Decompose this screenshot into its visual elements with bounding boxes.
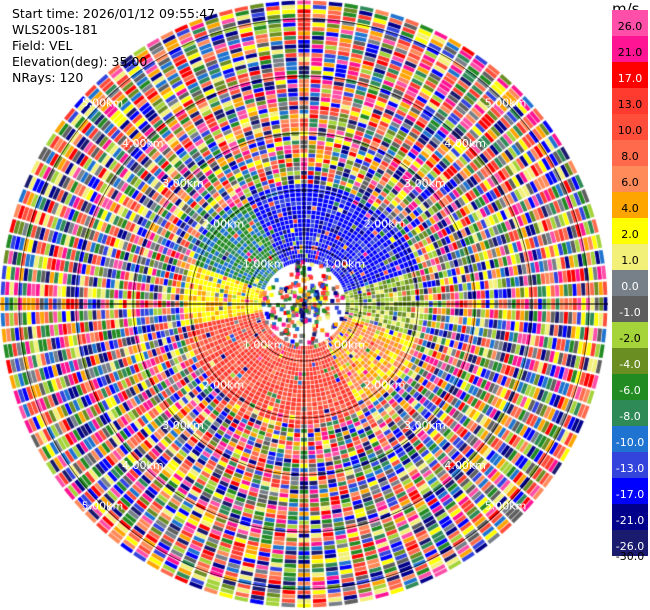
colorbar-segment: [612, 218, 648, 244]
range-ring: [246, 246, 362, 362]
nrays-text: NRays: 120: [12, 70, 84, 85]
colorbar-segment: [612, 36, 648, 62]
colorbar-segment: [612, 478, 648, 504]
colorbar-segment: [612, 88, 648, 114]
colorbar-tick-label: -13.0: [616, 462, 644, 475]
range-ring: [75, 75, 533, 533]
colorbar-tick-label: -17.0: [616, 488, 644, 501]
colorbar-segment: [612, 426, 648, 452]
colorbar-segment: [612, 62, 648, 88]
colorbar-tick-label: -10.0: [616, 436, 644, 449]
range-ring: [189, 189, 419, 419]
range-ring-label: 3.00km: [162, 177, 204, 190]
range-ring-label: 3.00km: [404, 419, 446, 432]
range-ring-label: 1.00km: [243, 338, 285, 351]
field-text: Field: VEL: [12, 38, 73, 53]
range-ring-label: 2.00km: [203, 379, 245, 392]
colorbar-segment: [612, 114, 648, 140]
colorbar-tick-label: 0.0: [621, 280, 639, 293]
colorbar-tick-label: -2.0: [619, 332, 640, 345]
colorbar-segment: [612, 270, 648, 296]
range-ring-label: 4.00km: [122, 459, 164, 472]
range-ring: [18, 18, 590, 590]
colorbar-tick-label: -30.0: [616, 550, 644, 563]
colorbar-tick-label: 6.0: [621, 176, 639, 189]
range-ring-label: 2.00km: [364, 379, 406, 392]
range-ring-label: 5.00km: [485, 500, 527, 513]
colorbar-segment: [612, 348, 648, 374]
colorbar-tick-label: 26.0: [618, 20, 643, 33]
colorbar-segment: [612, 452, 648, 478]
range-ring-label: 2.00km: [203, 217, 245, 230]
colorbar-segment: [612, 192, 648, 218]
colorbar-tick-label: 1.0: [621, 254, 639, 267]
colorbar-segment: [612, 140, 648, 166]
colorbar-segment: [612, 322, 648, 348]
range-ring-label: 5.00km: [82, 96, 124, 109]
range-ring-label: 4.00km: [444, 137, 486, 150]
colorbar-tick-label: -21.0: [616, 514, 644, 527]
range-ring: [132, 132, 476, 476]
colorbar-tick-label: -4.0: [619, 358, 640, 371]
colorbar-tick-label: 13.0: [618, 98, 643, 111]
range-ring-label: 1.00km: [324, 258, 366, 271]
range-ring-label: 1.00km: [324, 338, 366, 351]
colorbar-tick-label: 17.0: [618, 72, 643, 85]
range-ring-label: 5.00km: [485, 96, 527, 109]
range-ring-label: 5.00km: [82, 500, 124, 513]
colorbar-tick-label: -26.0: [616, 540, 644, 553]
colorbar-segment: [612, 504, 648, 530]
range-ring-label: 2.00km: [364, 217, 406, 230]
colorbar-tick-label: 10.0: [618, 124, 643, 137]
colorbar-segment: [612, 400, 648, 426]
colorbar-tick-label: -6.0: [619, 384, 640, 397]
start-time-text: Start time: 2026/01/12 09:55:47: [12, 6, 216, 21]
colorbar-segment: [612, 166, 648, 192]
colorbar-segment: [612, 296, 648, 322]
range-ring-label: 1.00km: [243, 258, 285, 271]
range-ring-label: 3.00km: [404, 177, 446, 190]
colorbar-tick-label: -1.0: [619, 306, 640, 319]
elevation-text: Elevation(deg): 35.00: [12, 54, 148, 69]
colorbar-segment: [612, 10, 648, 36]
colorbar-segment: [612, 530, 648, 556]
instrument-name-text: WLS200s-181: [12, 22, 98, 37]
colorbar-segment: [612, 374, 648, 400]
colorbar-segment: [612, 244, 648, 270]
range-ring-label: 4.00km: [444, 459, 486, 472]
colorbar-tick-label: 4.0: [621, 202, 639, 215]
colorbar-tick-label: 2.0: [621, 228, 639, 241]
colorbar-tick-label: -8.0: [619, 410, 640, 423]
colorbar: 26.0 21.0 17.0 13.0 10.0 8.0 6.0 4.0 2.0 1.0 0.0 -1…: [612, 10, 648, 563]
colorbar-tick-label: 8.0: [621, 150, 639, 163]
range-ring-label: 4.00km: [122, 137, 164, 150]
range-ring-label: 3.00km: [162, 419, 204, 432]
colorbar-tick-label: 21.0: [618, 46, 643, 59]
